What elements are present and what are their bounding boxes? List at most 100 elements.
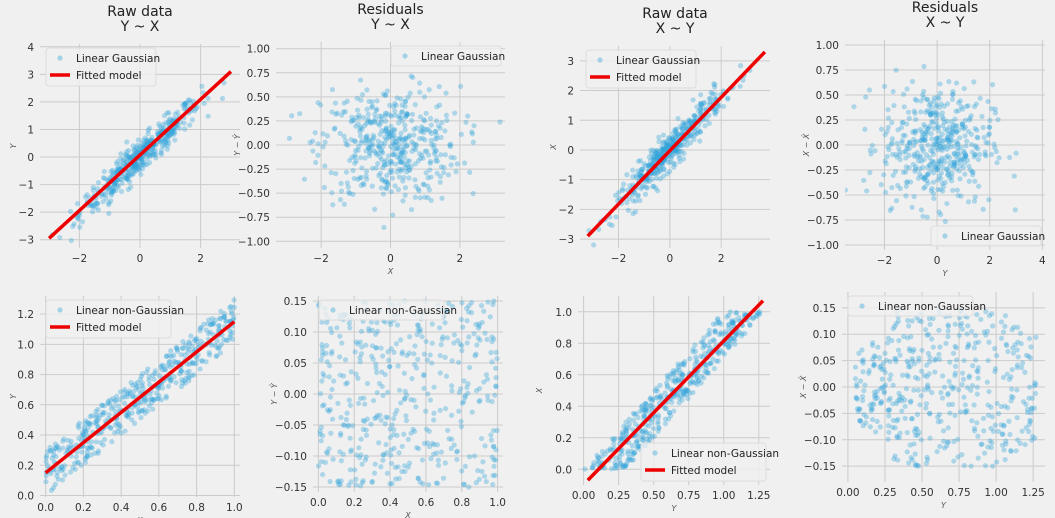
scatter-point bbox=[171, 127, 177, 133]
scatter-point bbox=[460, 481, 467, 487]
scatter-point bbox=[670, 136, 676, 143]
scatter-point bbox=[324, 450, 331, 456]
scatter-point bbox=[894, 434, 900, 441]
y-tick-label: 0.8 bbox=[555, 338, 572, 350]
scatter-point bbox=[474, 342, 480, 348]
scatter-point bbox=[387, 112, 393, 118]
scatter-point bbox=[410, 426, 416, 432]
scatter-point bbox=[368, 319, 374, 325]
scatter-point bbox=[881, 366, 887, 372]
scatter-point bbox=[466, 364, 473, 371]
scatter-point bbox=[699, 104, 705, 110]
scatter-point bbox=[1027, 355, 1033, 361]
x-tick-label: 2 bbox=[718, 253, 725, 265]
scatter-point bbox=[160, 121, 167, 127]
scatter-point bbox=[582, 466, 588, 472]
scatter-point bbox=[412, 343, 418, 349]
x-tick-label: 1.00 bbox=[712, 490, 735, 502]
scatter-point bbox=[692, 342, 698, 348]
scatter-point bbox=[923, 460, 930, 467]
scatter-point bbox=[60, 445, 66, 451]
scatter-point bbox=[491, 443, 497, 450]
scatter-point bbox=[623, 428, 629, 434]
scatter-point bbox=[146, 125, 153, 131]
scatter-point bbox=[612, 435, 618, 442]
scatter-point bbox=[385, 389, 391, 395]
y-tick-label: 3 bbox=[27, 69, 34, 81]
scatter-point bbox=[426, 187, 433, 193]
scatter-point bbox=[409, 117, 415, 124]
scatter-point bbox=[462, 393, 468, 399]
scatter-point bbox=[961, 150, 968, 156]
scatter-point bbox=[703, 362, 709, 368]
scatter-point bbox=[946, 378, 952, 384]
scatter-point bbox=[924, 128, 930, 135]
scatter-point bbox=[217, 315, 223, 321]
scatter-point bbox=[730, 320, 737, 326]
scatter-point bbox=[732, 337, 738, 343]
scatter-point bbox=[449, 303, 456, 310]
scatter-point bbox=[910, 348, 916, 355]
scatter-point bbox=[368, 119, 374, 126]
scatter-point bbox=[1026, 421, 1032, 428]
scatter-point bbox=[882, 369, 888, 375]
scatter-point bbox=[921, 122, 927, 128]
scatter-point bbox=[1002, 323, 1008, 329]
scatter-point bbox=[975, 455, 981, 461]
scatter-point bbox=[443, 373, 450, 379]
scatter-point bbox=[651, 151, 658, 157]
scatter-point bbox=[221, 314, 228, 320]
scatter-point bbox=[286, 135, 293, 141]
scatter-point bbox=[909, 204, 915, 210]
scatter-point bbox=[393, 139, 400, 145]
scatter-point bbox=[922, 184, 928, 190]
scatter-point bbox=[125, 410, 132, 416]
scatter-point bbox=[726, 343, 732, 350]
scatter-point bbox=[660, 145, 666, 152]
scatter-point bbox=[391, 132, 397, 138]
scatter-point bbox=[914, 154, 920, 160]
scatter-point bbox=[863, 420, 869, 426]
scatter-point bbox=[52, 481, 58, 487]
scatter-point bbox=[675, 392, 681, 398]
scatter-point bbox=[881, 172, 887, 178]
scatter-point bbox=[672, 147, 679, 153]
scatter-point bbox=[877, 424, 883, 430]
scatter-point bbox=[975, 369, 981, 375]
scatter-point bbox=[425, 195, 431, 201]
scatter-point bbox=[957, 157, 964, 164]
scatter-point bbox=[483, 478, 489, 485]
scatter-point bbox=[675, 377, 682, 383]
scatter-point bbox=[193, 339, 200, 345]
scatter-point bbox=[144, 138, 150, 144]
scatter-point bbox=[337, 372, 343, 378]
scatter-point bbox=[909, 457, 915, 463]
scatter-point bbox=[396, 166, 402, 172]
scatter-point bbox=[667, 410, 673, 416]
scatter-point bbox=[384, 470, 390, 476]
scatter-point bbox=[666, 409, 672, 416]
legend-scatter-label: Linear non-Gaussian bbox=[671, 448, 779, 460]
scatter-point bbox=[357, 126, 363, 132]
scatter-point bbox=[654, 150, 660, 157]
scatter-point bbox=[425, 183, 431, 189]
y-tick-label: 1.00 bbox=[816, 40, 839, 52]
scatter-point bbox=[428, 174, 434, 180]
scatter-point bbox=[978, 441, 984, 448]
scatter-point bbox=[685, 395, 691, 402]
scatter-point bbox=[144, 151, 150, 157]
scatter-point bbox=[747, 321, 753, 328]
scatter-point bbox=[923, 109, 929, 115]
scatter-point bbox=[462, 394, 468, 401]
scatter-point bbox=[319, 342, 325, 348]
scatter-point bbox=[963, 152, 969, 158]
scatter-point bbox=[899, 394, 905, 401]
scatter-point bbox=[382, 110, 388, 116]
scatter-point bbox=[397, 135, 403, 141]
y-tick-label: −3 bbox=[559, 234, 574, 246]
scatter-point bbox=[458, 131, 465, 137]
scatter-point bbox=[933, 115, 940, 121]
scatter-point bbox=[58, 464, 64, 471]
scatter-point bbox=[132, 161, 138, 167]
x-tick-label: 0.8 bbox=[453, 497, 470, 509]
